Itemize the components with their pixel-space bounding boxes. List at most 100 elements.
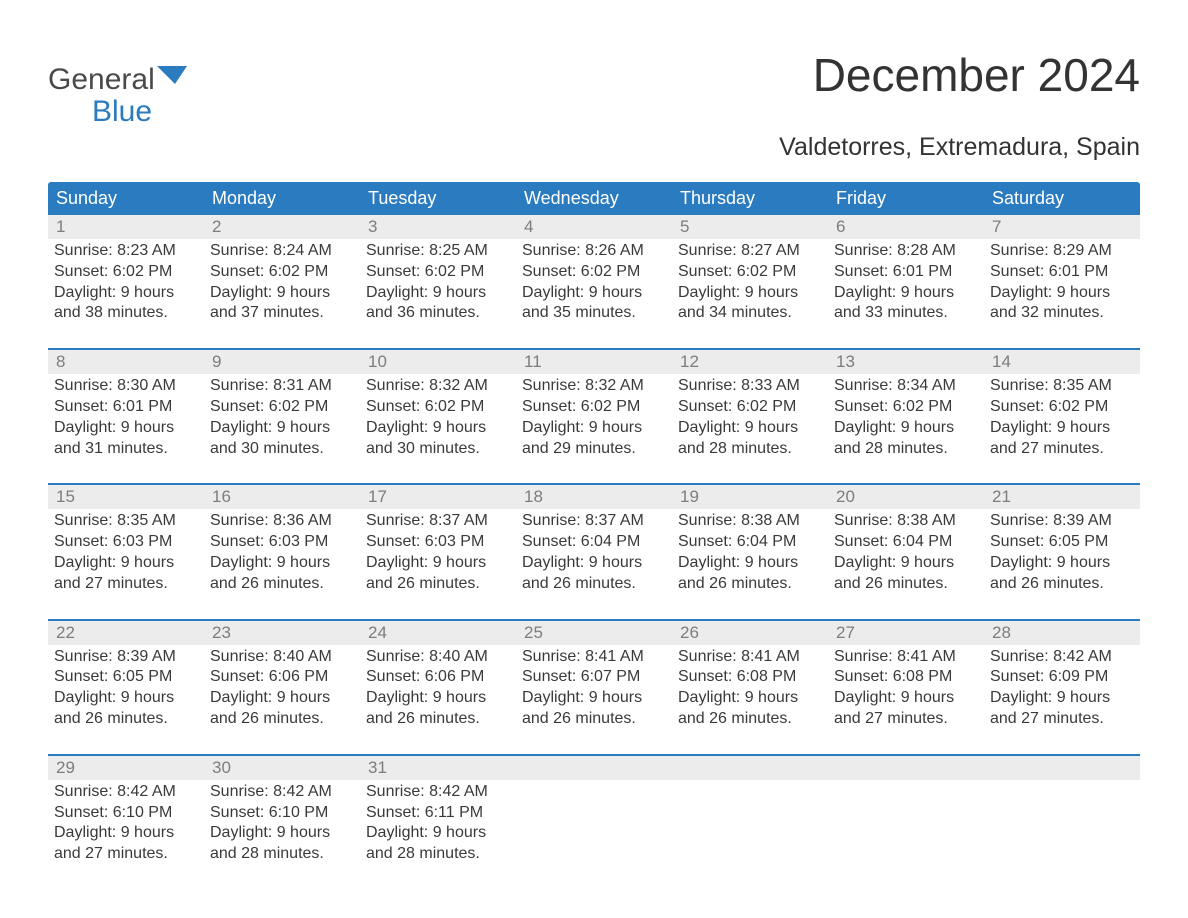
daylight-text: Daylight: 9 hours xyxy=(366,418,510,439)
weekday-label: Thursday xyxy=(672,182,828,215)
page-title: December 2024 xyxy=(813,50,1140,101)
daylight-text: and 26 minutes. xyxy=(366,574,510,595)
sunset-text: Sunset: 6:02 PM xyxy=(366,262,510,283)
day-details: Sunrise: 8:42 AMSunset: 6:10 PMDaylight:… xyxy=(54,780,198,865)
daylight-text: and 31 minutes. xyxy=(54,439,198,460)
day-details: Sunrise: 8:41 AMSunset: 6:07 PMDaylight:… xyxy=(522,645,666,730)
day-number: 10 xyxy=(360,350,516,374)
day-cell: Sunrise: 8:37 AMSunset: 6:04 PMDaylight:… xyxy=(516,509,672,598)
sunrise-text: Sunrise: 8:41 AM xyxy=(522,647,666,668)
sunrise-text: Sunrise: 8:40 AM xyxy=(210,647,354,668)
daylight-text: and 27 minutes. xyxy=(990,709,1134,730)
daylight-text: Daylight: 9 hours xyxy=(834,553,978,574)
sunrise-text: Sunrise: 8:25 AM xyxy=(366,241,510,262)
sunrise-text: Sunrise: 8:38 AM xyxy=(678,511,822,532)
day-cell: Sunrise: 8:28 AMSunset: 6:01 PMDaylight:… xyxy=(828,239,984,328)
daylight-text: Daylight: 9 hours xyxy=(678,553,822,574)
sunrise-text: Sunrise: 8:23 AM xyxy=(54,241,198,262)
day-cell xyxy=(984,780,1140,869)
day-details: Sunrise: 8:37 AMSunset: 6:03 PMDaylight:… xyxy=(366,509,510,594)
week-body: Sunrise: 8:23 AMSunset: 6:02 PMDaylight:… xyxy=(48,239,1140,328)
day-details: Sunrise: 8:33 AMSunset: 6:02 PMDaylight:… xyxy=(678,374,822,459)
location-subtitle: Valdetorres, Extremadura, Spain xyxy=(48,133,1140,162)
day-cell: Sunrise: 8:31 AMSunset: 6:02 PMDaylight:… xyxy=(204,374,360,463)
day-cell: Sunrise: 8:24 AMSunset: 6:02 PMDaylight:… xyxy=(204,239,360,328)
day-number xyxy=(672,756,828,780)
daylight-text: Daylight: 9 hours xyxy=(990,688,1134,709)
sunrise-text: Sunrise: 8:28 AM xyxy=(834,241,978,262)
day-number: 25 xyxy=(516,621,672,645)
weeks-container: 1234567Sunrise: 8:23 AMSunset: 6:02 PMDa… xyxy=(48,215,1140,869)
daylight-text: Daylight: 9 hours xyxy=(834,688,978,709)
sunrise-text: Sunrise: 8:42 AM xyxy=(54,782,198,803)
logo-text: General Blue xyxy=(48,64,193,127)
sunset-text: Sunset: 6:08 PM xyxy=(678,667,822,688)
daylight-text: and 32 minutes. xyxy=(990,303,1134,324)
daylight-text: and 35 minutes. xyxy=(522,303,666,324)
day-number: 26 xyxy=(672,621,828,645)
day-number: 24 xyxy=(360,621,516,645)
week: 1234567Sunrise: 8:23 AMSunset: 6:02 PMDa… xyxy=(48,215,1140,328)
day-details: Sunrise: 8:41 AMSunset: 6:08 PMDaylight:… xyxy=(834,645,978,730)
sunset-text: Sunset: 6:02 PM xyxy=(834,397,978,418)
sunrise-text: Sunrise: 8:35 AM xyxy=(54,511,198,532)
day-cell: Sunrise: 8:34 AMSunset: 6:02 PMDaylight:… xyxy=(828,374,984,463)
sunset-text: Sunset: 6:06 PM xyxy=(366,667,510,688)
day-details: Sunrise: 8:37 AMSunset: 6:04 PMDaylight:… xyxy=(522,509,666,594)
day-cell: Sunrise: 8:30 AMSunset: 6:01 PMDaylight:… xyxy=(48,374,204,463)
daylight-text: Daylight: 9 hours xyxy=(366,283,510,304)
day-details: Sunrise: 8:27 AMSunset: 6:02 PMDaylight:… xyxy=(678,239,822,324)
sunset-text: Sunset: 6:02 PM xyxy=(678,397,822,418)
daylight-text: Daylight: 9 hours xyxy=(210,688,354,709)
day-number: 16 xyxy=(204,485,360,509)
day-details: Sunrise: 8:35 AMSunset: 6:02 PMDaylight:… xyxy=(990,374,1134,459)
day-details: Sunrise: 8:36 AMSunset: 6:03 PMDaylight:… xyxy=(210,509,354,594)
day-cell: Sunrise: 8:36 AMSunset: 6:03 PMDaylight:… xyxy=(204,509,360,598)
daylight-text: Daylight: 9 hours xyxy=(54,418,198,439)
daylight-text: and 28 minutes. xyxy=(834,439,978,460)
sunset-text: Sunset: 6:02 PM xyxy=(54,262,198,283)
day-cell: Sunrise: 8:27 AMSunset: 6:02 PMDaylight:… xyxy=(672,239,828,328)
sunset-text: Sunset: 6:02 PM xyxy=(210,397,354,418)
day-details: Sunrise: 8:30 AMSunset: 6:01 PMDaylight:… xyxy=(54,374,198,459)
weekday-label: Monday xyxy=(204,182,360,215)
daylight-text: and 26 minutes. xyxy=(678,709,822,730)
daylight-text: and 29 minutes. xyxy=(522,439,666,460)
day-details: Sunrise: 8:24 AMSunset: 6:02 PMDaylight:… xyxy=(210,239,354,324)
daylight-text: and 26 minutes. xyxy=(990,574,1134,595)
logo: General Blue xyxy=(48,64,193,127)
day-number: 3 xyxy=(360,215,516,239)
day-cell: Sunrise: 8:35 AMSunset: 6:03 PMDaylight:… xyxy=(48,509,204,598)
sunset-text: Sunset: 6:02 PM xyxy=(210,262,354,283)
daylight-text: Daylight: 9 hours xyxy=(678,418,822,439)
day-number: 12 xyxy=(672,350,828,374)
sunset-text: Sunset: 6:06 PM xyxy=(210,667,354,688)
day-cell: Sunrise: 8:32 AMSunset: 6:02 PMDaylight:… xyxy=(516,374,672,463)
daylight-text: and 28 minutes. xyxy=(678,439,822,460)
daylight-text: and 38 minutes. xyxy=(54,303,198,324)
sunset-text: Sunset: 6:01 PM xyxy=(834,262,978,283)
day-cell: Sunrise: 8:42 AMSunset: 6:10 PMDaylight:… xyxy=(204,780,360,869)
daylight-text: Daylight: 9 hours xyxy=(210,418,354,439)
sunrise-text: Sunrise: 8:39 AM xyxy=(54,647,198,668)
day-number: 23 xyxy=(204,621,360,645)
day-details: Sunrise: 8:23 AMSunset: 6:02 PMDaylight:… xyxy=(54,239,198,324)
weekday-label: Saturday xyxy=(984,182,1140,215)
day-details: Sunrise: 8:32 AMSunset: 6:02 PMDaylight:… xyxy=(366,374,510,459)
weekday-label: Friday xyxy=(828,182,984,215)
week-body: Sunrise: 8:35 AMSunset: 6:03 PMDaylight:… xyxy=(48,509,1140,598)
week: 22232425262728Sunrise: 8:39 AMSunset: 6:… xyxy=(48,619,1140,734)
day-cell: Sunrise: 8:41 AMSunset: 6:07 PMDaylight:… xyxy=(516,645,672,734)
sunset-text: Sunset: 6:08 PM xyxy=(834,667,978,688)
day-details: Sunrise: 8:34 AMSunset: 6:02 PMDaylight:… xyxy=(834,374,978,459)
sunrise-text: Sunrise: 8:32 AM xyxy=(366,376,510,397)
sunrise-text: Sunrise: 8:29 AM xyxy=(990,241,1134,262)
sunset-text: Sunset: 6:02 PM xyxy=(522,262,666,283)
daylight-text: Daylight: 9 hours xyxy=(522,553,666,574)
daylight-text: Daylight: 9 hours xyxy=(522,418,666,439)
week: 293031Sunrise: 8:42 AMSunset: 6:10 PMDay… xyxy=(48,754,1140,869)
daylight-text: Daylight: 9 hours xyxy=(990,553,1134,574)
sunrise-text: Sunrise: 8:39 AM xyxy=(990,511,1134,532)
daylight-text: Daylight: 9 hours xyxy=(990,283,1134,304)
sunset-text: Sunset: 6:01 PM xyxy=(54,397,198,418)
